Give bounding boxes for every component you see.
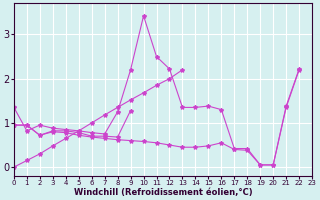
X-axis label: Windchill (Refroidissement éolien,°C): Windchill (Refroidissement éolien,°C) <box>74 188 252 197</box>
